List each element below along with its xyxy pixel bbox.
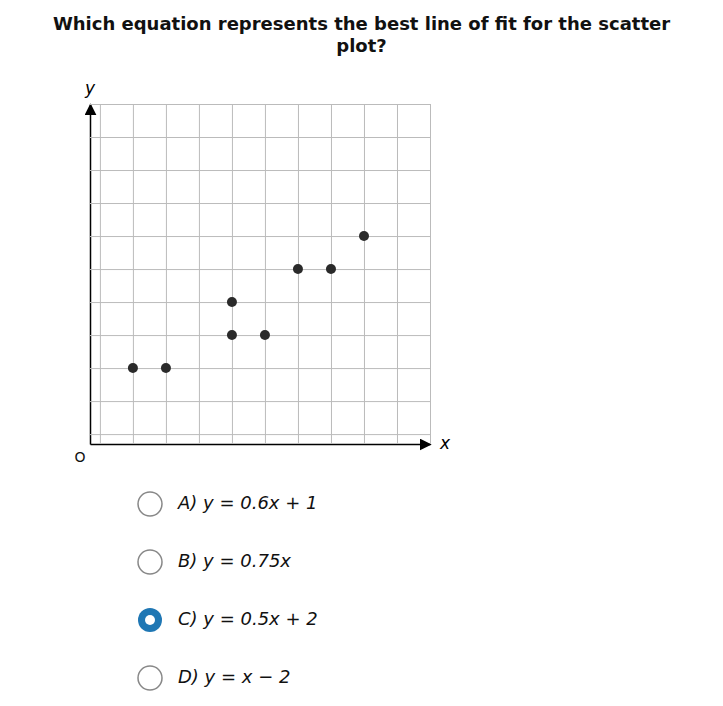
tick [90, 302, 430, 303]
point [260, 330, 270, 340]
x-axis-label: x [439, 433, 451, 453]
tick [90, 104, 430, 105]
grid-line [90, 137, 430, 138]
grid-line [90, 269, 430, 270]
grid-line [90, 104, 430, 105]
radio-unselected [138, 550, 162, 574]
origin-label: O [74, 449, 85, 465]
tick [364, 104, 365, 444]
point [227, 330, 237, 340]
tick [90, 368, 430, 369]
grid-line [90, 170, 430, 171]
tick [430, 104, 431, 444]
grid-line [90, 434, 430, 435]
grid-line [265, 104, 266, 444]
tick [90, 203, 430, 204]
radio-inner [145, 615, 155, 625]
grid-line [364, 104, 365, 444]
grid-line [430, 104, 431, 444]
grid-line [90, 203, 430, 204]
point [128, 363, 138, 373]
grid-line [166, 104, 167, 444]
tick [232, 104, 233, 444]
axis-line [90, 105, 92, 445]
tick [397, 104, 398, 444]
radio-selected [138, 608, 162, 632]
grid-line [90, 368, 430, 369]
grid-line [100, 104, 101, 444]
choice-label: D) y = x − 2 [178, 666, 290, 687]
x-axis [91, 104, 431, 445]
choice: D) y = x − 2 [138, 666, 290, 690]
tick [166, 104, 167, 444]
grid-line [199, 104, 200, 444]
choice: B) y = 0.75x [138, 550, 291, 574]
y-axis-label: y [84, 78, 96, 98]
point [227, 297, 237, 307]
point [359, 231, 369, 241]
chart: Which equation represents the best line … [0, 0, 723, 706]
grid-line [397, 104, 398, 444]
points [128, 231, 369, 373]
choice-label: C) y = 0.5x + 2 [178, 608, 318, 629]
radio-unselected [138, 666, 162, 690]
radio-unselected [138, 492, 162, 516]
tick [133, 104, 134, 444]
title: Which equation represents the best line … [53, 13, 670, 56]
tick [90, 434, 430, 435]
tick [90, 170, 430, 171]
y-axis [90, 105, 430, 445]
grid-line [90, 401, 430, 402]
tick [90, 401, 430, 402]
axis-line [91, 444, 431, 446]
choice: A) y = 0.6x + 1 [138, 492, 318, 516]
grid-line [133, 104, 134, 444]
grid-line [232, 104, 233, 444]
tick [90, 269, 430, 270]
grid-line [90, 302, 430, 303]
point [326, 264, 336, 274]
tick [90, 137, 430, 138]
point [293, 264, 303, 274]
point [161, 363, 171, 373]
choice-label: B) y = 0.75x [178, 550, 291, 571]
grid-line [90, 236, 430, 237]
choice: C) y = 0.5x + 2 [138, 608, 318, 632]
tick [100, 104, 101, 444]
tick [199, 104, 200, 444]
choice-label: A) y = 0.6x + 1 [177, 492, 318, 513]
tick [265, 104, 266, 444]
tick [90, 236, 430, 237]
